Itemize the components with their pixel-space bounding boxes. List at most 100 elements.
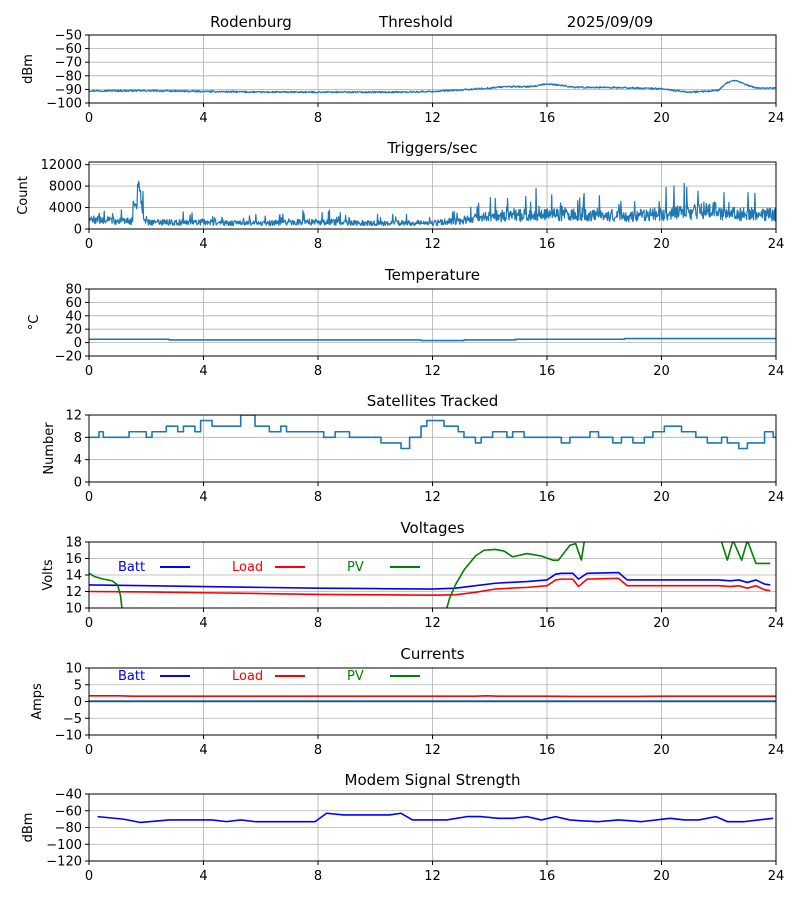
currents-legend-load-label: Load (232, 669, 263, 684)
currents-ytick-label-1: 5 (74, 678, 82, 693)
rf-signal-xtick-label-4: 16 (539, 111, 556, 126)
voltages-xtick-label-4: 16 (539, 616, 556, 631)
triggers-xtick-label-6: 24 (768, 237, 785, 252)
modem-signal-xtick-label-2: 8 (314, 869, 322, 884)
voltages-ytick-label-2: 14 (65, 569, 82, 584)
voltages-title: Voltages (400, 519, 464, 537)
triggers-series-group (89, 180, 776, 227)
satellites-xtick-label-5: 20 (653, 490, 670, 505)
rf-signal-series-group (89, 79, 776, 94)
modem-signal-ytick-label-3: −100 (46, 838, 82, 853)
modem-signal-xtick-label-0: 0 (85, 869, 93, 884)
temperature-ytick-label-0: 80 (65, 283, 82, 298)
satellites-xtick-label-3: 12 (424, 490, 441, 505)
voltages-ylabel: Volts (41, 559, 56, 591)
currents-ytick-label-0: 10 (65, 662, 82, 677)
rf-signal-data-line-0 (89, 79, 776, 94)
satellites-series-group (89, 415, 776, 450)
triggers-xtick-label-5: 20 (653, 237, 670, 252)
modem-signal-data-line-0 (97, 812, 774, 824)
rf-signal-xtick-label-5: 20 (653, 111, 670, 126)
currents-legend-pv-label: PV (347, 669, 364, 684)
triggers-title: Triggers/sec (387, 139, 478, 157)
currents-ytick-label-4: −10 (55, 729, 82, 744)
currents-xtick-label-6: 24 (768, 743, 785, 758)
voltages-batt-line-0 (89, 571, 771, 590)
currents-ytick-label-2: 0 (74, 695, 82, 710)
modem-signal-xtick-label-5: 20 (653, 869, 670, 884)
satellites-xtick-label-1: 4 (199, 490, 207, 505)
currents-xtick-label-2: 8 (314, 743, 322, 758)
voltages-pv-line-3 (446, 542, 586, 608)
voltages-series-group (89, 542, 771, 608)
temperature-xtick-label-1: 4 (199, 364, 207, 379)
temperature-series-group (89, 337, 776, 342)
modem-signal-ytick-label-1: −60 (55, 804, 82, 819)
rf-signal-xtick-label-0: 0 (85, 111, 93, 126)
satellites-ytick-label-2: 4 (74, 453, 82, 468)
currents-xtick-label-0: 0 (85, 743, 93, 758)
voltages-legend-batt-label: Batt (118, 560, 145, 575)
triggers-ylabel: Count (16, 176, 31, 215)
voltages-legend-pv-label: PV (347, 560, 364, 575)
temperature-ytick-label-2: 40 (65, 309, 82, 324)
currents-xtick-label-5: 20 (653, 743, 670, 758)
satellites-ytick-label-3: 0 (74, 476, 82, 491)
rf-signal-ytick-label-1: −60 (55, 42, 82, 57)
rf-signal-ytick-label-5: −100 (46, 97, 82, 112)
modem-signal-xtick-label-6: 24 (768, 869, 785, 884)
currents-title: Currents (400, 645, 464, 663)
voltages-legend-load-label: Load (232, 560, 263, 575)
currents-series-group (89, 694, 776, 703)
header-station: Rodenburg (210, 13, 292, 31)
triggers-data-line-0 (89, 180, 776, 227)
modem-signal-series-group (97, 812, 774, 824)
currents-xtick-label-4: 16 (539, 743, 556, 758)
voltages-ytick-label-4: 10 (65, 602, 82, 617)
voltages-pv-line-4 (720, 542, 771, 565)
triggers-xtick-label-4: 16 (539, 237, 556, 252)
triggers-ytick-label-3: 0 (74, 223, 82, 238)
rf-signal-ytick-label-2: −70 (55, 56, 82, 71)
temperature-xtick-label-2: 8 (314, 364, 322, 379)
currents-ylabel: Amps (30, 683, 45, 720)
rf-signal-ytick-label-3: −80 (55, 69, 82, 84)
temperature-xtick-label-4: 16 (539, 364, 556, 379)
satellites-xtick-label-0: 0 (85, 490, 93, 505)
triggers-ytick-label-2: 4000 (49, 201, 82, 216)
temperature-xtick-label-3: 12 (424, 364, 441, 379)
temperature-ytick-label-3: 20 (65, 323, 82, 338)
header-date: 2025/09/09 (567, 13, 653, 31)
voltages-xtick-label-2: 8 (314, 616, 322, 631)
modem-signal-ylabel: dBm (21, 813, 36, 843)
triggers-xtick-label-3: 12 (424, 237, 441, 252)
satellites-xtick-label-6: 24 (768, 490, 785, 505)
voltages-ytick-label-3: 12 (65, 585, 82, 600)
modem-signal-xtick-label-4: 16 (539, 869, 556, 884)
modem-signal-panel: 0 4 8 12 16 20 24 −40−60 −80 −100 −120 dBm Modem Sig… (21, 771, 784, 884)
currents-xtick-label-3: 12 (424, 743, 441, 758)
rf-signal-ytick-label-0: −50 (55, 29, 82, 44)
modem-signal-title: Modem Signal Strength (345, 771, 521, 789)
rf-signal-ytick-label-4: −90 (55, 83, 82, 98)
temperature-title: Temperature (384, 266, 480, 284)
satellites-xtick-label-4: 16 (539, 490, 556, 505)
triggers-ytick-label-1: 8000 (49, 180, 82, 195)
satellites-ytick-label-0: 12 (65, 409, 82, 424)
triggers-xtick-label-1: 4 (199, 237, 207, 252)
temperature-xtick-label-6: 24 (768, 364, 785, 379)
currents-load-line-2 (89, 694, 776, 698)
modem-signal-ytick-label-4: −120 (46, 855, 82, 870)
satellites-panel: 0 4 8 12 16 20 24 12 8 4 0 Number Satellites Tracked (42, 392, 784, 505)
triggers-xtick-label-2: 8 (314, 237, 322, 252)
voltages-xtick-label-3: 12 (424, 616, 441, 631)
modem-signal-xtick-label-1: 4 (199, 869, 207, 884)
triggers-ytick-label-0: 12000 (41, 158, 82, 173)
temperature-xtick-label-5: 20 (653, 364, 670, 379)
voltages-ytick-label-0: 18 (65, 536, 82, 551)
satellites-data-line-0 (89, 415, 776, 450)
rf-signal-xtick-label-3: 12 (424, 111, 441, 126)
